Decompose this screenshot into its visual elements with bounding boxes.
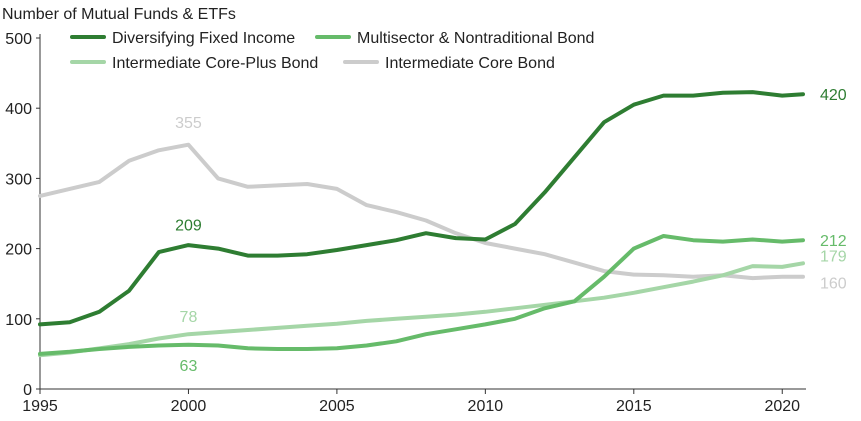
end-value-label: 160	[820, 276, 847, 293]
callout-label: 63	[180, 358, 198, 375]
legend-label: Intermediate Core Bond	[385, 55, 555, 72]
legend: Diversifying Fixed Income Multisector & N…	[72, 30, 594, 72]
x-tick-label: 2010	[468, 398, 504, 415]
x-tick-label: 2000	[171, 398, 207, 415]
x-tick-label: 2005	[319, 398, 355, 415]
x-tick-label: 2015	[616, 398, 652, 415]
callout-label: 78	[180, 309, 198, 326]
x-tick-label: 1995	[22, 398, 58, 415]
legend-label: Diversifying Fixed Income	[112, 30, 295, 47]
callout-label: 355	[175, 115, 202, 132]
chart-title: Number of Mutual Funds & ETFs	[2, 6, 236, 23]
series-line-1	[40, 236, 803, 354]
callout-label: 209	[175, 217, 202, 234]
y-tick-label: 100	[5, 312, 32, 329]
y-tick-label: 300	[5, 171, 32, 188]
end-value-label: 420	[820, 87, 847, 104]
y-tick-label: 400	[5, 101, 32, 118]
y-tick-label: 0	[23, 382, 32, 399]
y-tick-label: 200	[5, 242, 32, 259]
legend-label: Multisector & Nontraditional Bond	[357, 30, 594, 47]
end-value-label: 179	[820, 248, 847, 265]
series-line-0	[40, 92, 803, 324]
legend-label: Intermediate Core-Plus Bond	[112, 55, 318, 72]
plot-area: 0 100 200 300 400 500 1995 2000 2005 2010 2015 2020…	[5, 31, 847, 415]
x-tick-label: 2020	[764, 398, 800, 415]
y-tick-label: 500	[5, 31, 32, 48]
